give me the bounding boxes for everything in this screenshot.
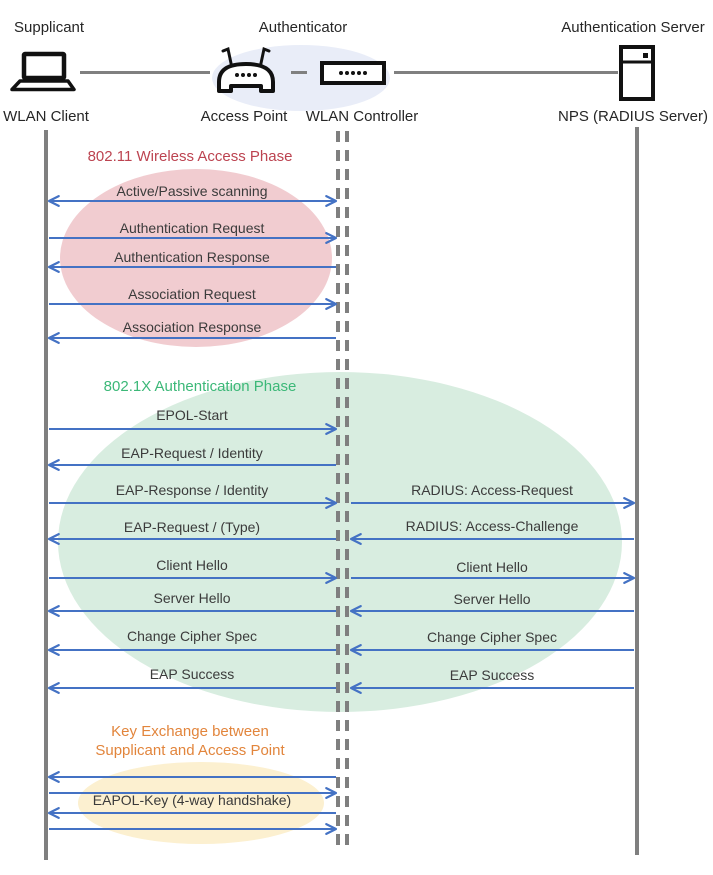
message-label: Authentication Response (114, 249, 270, 265)
message-label: RADIUS: Access-Request (411, 482, 573, 498)
connector-line-right (394, 71, 618, 74)
device-label-wlan-client: WLAN Client (3, 108, 89, 125)
access-point-icon (215, 44, 277, 103)
message-label: EAP Success (149, 666, 235, 682)
message-label: EAPOL-Key (4-way handshake) (92, 792, 292, 808)
server-icon (619, 45, 655, 106)
message-label: Change Cipher Spec (427, 629, 557, 645)
connector-line-left (80, 71, 210, 74)
wlan-controller-icon (320, 61, 386, 90)
message-label: Authentication Request (119, 220, 265, 236)
message-label: Client Hello (156, 557, 228, 573)
laptop-icon (10, 51, 76, 98)
phase-80211-title: 802.11 Wireless Access Phase (87, 148, 293, 165)
message-label: Active/Passive scanning (116, 183, 268, 199)
message-label: RADIUS: Access-Challenge (405, 518, 579, 534)
lifeline-nps (635, 127, 639, 855)
key-exchange-ellipse (78, 762, 324, 844)
device-label-nps: NPS (RADIUS Server) (557, 108, 709, 125)
message-label: EAP Success (449, 667, 535, 683)
key-exchange-title-line2: Supplicant and Access Point (95, 742, 285, 759)
message-label: EAP-Request / (Type) (123, 519, 261, 535)
lifeline-authenticator-right (345, 131, 349, 852)
message-label: Server Hello (453, 591, 531, 607)
lifeline-wlan-client (44, 130, 48, 860)
key-exchange-title-line1: Key Exchange between (111, 723, 269, 740)
message-label: Client Hello (456, 559, 528, 575)
connector-line-middle (291, 71, 307, 74)
role-label-authentication-server: Authentication Server (561, 19, 705, 36)
message-label: EAP-Response / Identity (115, 482, 269, 498)
message-label: EPOL-Start (156, 407, 228, 423)
role-label-authenticator: Authenticator (258, 19, 348, 36)
message-label: Association Response (122, 319, 262, 335)
phase-8021x-title: 802.1X Authentication Phase (103, 378, 297, 395)
device-label-wlan-controller: WLAN Controller (305, 108, 419, 125)
role-label-supplicant: Supplicant (14, 19, 85, 36)
message-label: Server Hello (153, 590, 231, 606)
key-exchange-title: Key Exchange between Supplicant and Acce… (95, 722, 284, 760)
message-label: EAP-Request / Identity (121, 445, 263, 461)
lifeline-authenticator-left (336, 131, 340, 852)
message-label: Change Cipher Spec (127, 628, 257, 644)
device-label-access-point: Access Point (200, 108, 288, 125)
message-label: Association Request (128, 286, 256, 302)
